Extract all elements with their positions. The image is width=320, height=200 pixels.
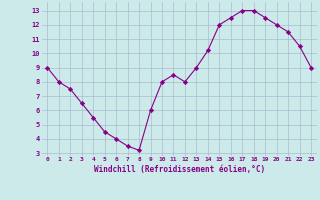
X-axis label: Windchill (Refroidissement éolien,°C): Windchill (Refroidissement éolien,°C) — [94, 165, 265, 174]
